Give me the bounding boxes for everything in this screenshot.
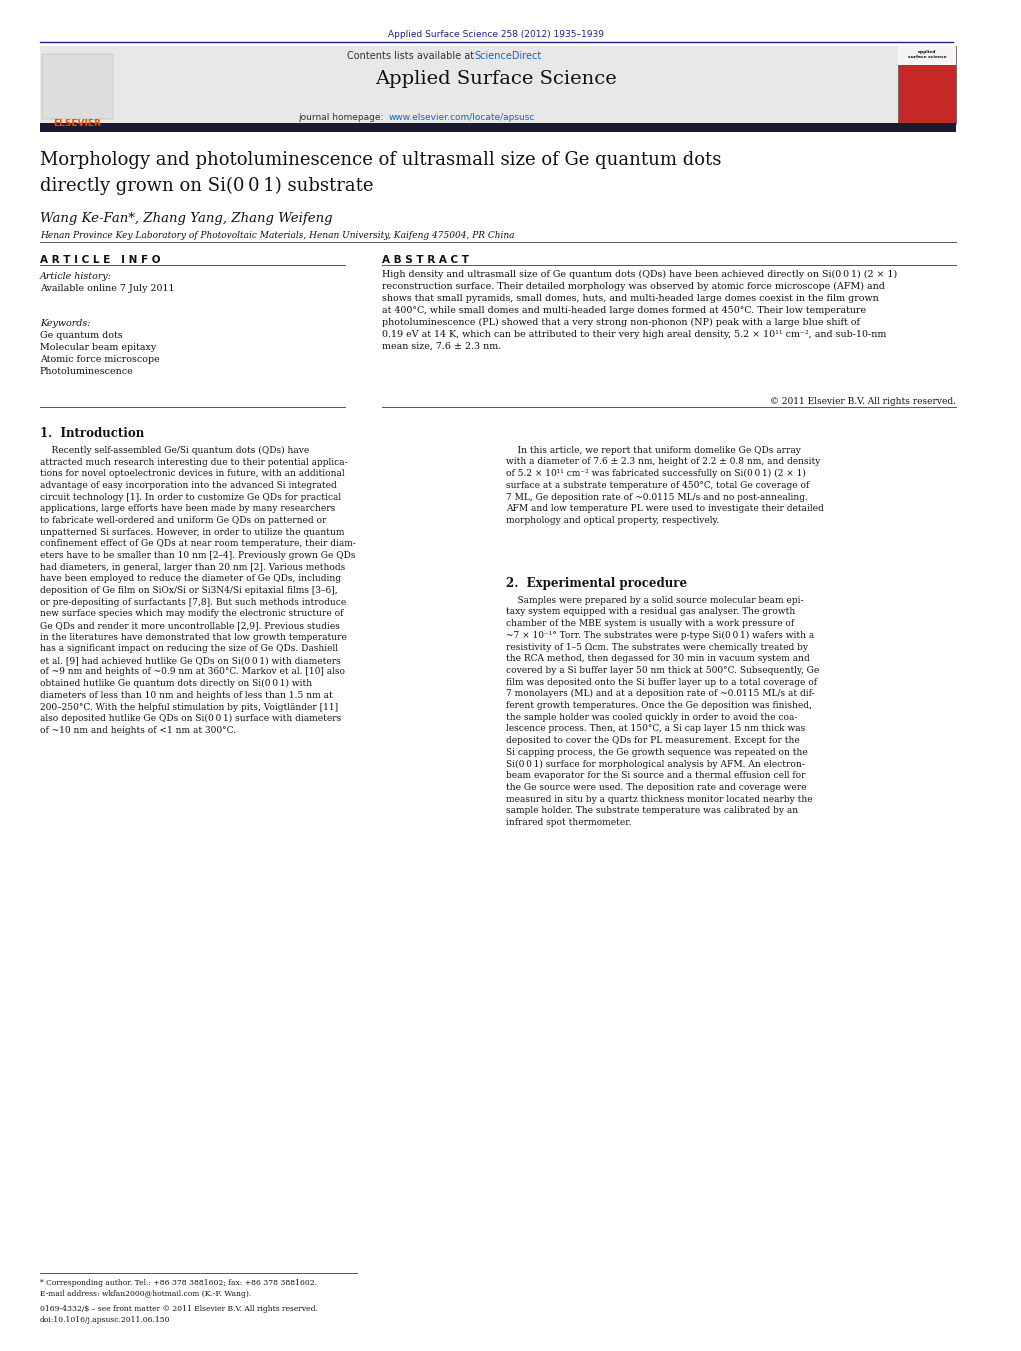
Text: A R T I C L E   I N F O: A R T I C L E I N F O (40, 255, 160, 265)
Text: Photoluminescence: Photoluminescence (40, 366, 134, 376)
FancyBboxPatch shape (40, 123, 956, 132)
Text: 1.  Introduction: 1. Introduction (40, 427, 144, 440)
Text: 0169-4332/$ – see front matter © 2011 Elsevier B.V. All rights reserved.: 0169-4332/$ – see front matter © 2011 El… (40, 1305, 318, 1313)
Text: ScienceDirect: ScienceDirect (475, 51, 541, 61)
Text: A B S T R A C T: A B S T R A C T (382, 255, 469, 265)
Text: Henan Province Key Laboratory of Photovoltaic Materials, Henan University, Kaife: Henan Province Key Laboratory of Photovo… (40, 231, 515, 240)
Text: Applied Surface Science: Applied Surface Science (376, 70, 617, 88)
FancyBboxPatch shape (898, 46, 956, 65)
Text: Article history:: Article history: (40, 272, 111, 281)
Text: Available online 7 July 2011: Available online 7 July 2011 (40, 284, 175, 293)
FancyBboxPatch shape (42, 54, 113, 119)
Text: journal homepage:: journal homepage: (298, 113, 386, 123)
Text: * Corresponding author. Tel.: +86 378 3881602; fax: +86 378 3881602.: * Corresponding author. Tel.: +86 378 38… (40, 1279, 317, 1288)
Text: applied
surface science: applied surface science (908, 50, 946, 58)
Text: © 2011 Elsevier B.V. All rights reserved.: © 2011 Elsevier B.V. All rights reserved… (770, 397, 956, 407)
Text: doi:10.1016/j.apsusc.2011.06.150: doi:10.1016/j.apsusc.2011.06.150 (40, 1316, 171, 1324)
Text: Contents lists available at: Contents lists available at (347, 51, 478, 61)
Text: Morphology and photoluminescence of ultrasmall size of Ge quantum dots
directly : Morphology and photoluminescence of ultr… (40, 151, 721, 195)
Text: www.elsevier.com/locate/apsusc: www.elsevier.com/locate/apsusc (389, 113, 535, 123)
Text: Applied Surface Science 258 (2012) 1935–1939: Applied Surface Science 258 (2012) 1935–… (388, 30, 604, 39)
FancyBboxPatch shape (40, 46, 913, 124)
Text: Atomic force microscope: Atomic force microscope (40, 355, 159, 363)
Text: High density and ultrasmall size of Ge quantum dots (QDs) have been achieved dir: High density and ultrasmall size of Ge q… (382, 270, 897, 350)
Text: ELSEVIER: ELSEVIER (53, 119, 101, 128)
Text: E-mail address: wkfan2000@hotmail.com (K.-F. Wang).: E-mail address: wkfan2000@hotmail.com (K… (40, 1290, 251, 1298)
Text: 2.  Experimental procedure: 2. Experimental procedure (506, 577, 687, 590)
Text: Ge quantum dots: Ge quantum dots (40, 331, 123, 340)
Text: Samples were prepared by a solid source molecular beam epi-
taxy system equipped: Samples were prepared by a solid source … (506, 596, 820, 827)
Text: Recently self-assembled Ge/Si quantum dots (QDs) have
attracted much research in: Recently self-assembled Ge/Si quantum do… (40, 446, 355, 735)
Text: Keywords:: Keywords: (40, 319, 90, 328)
Text: In this article, we report that uniform domelike Ge QDs array
with a diameter of: In this article, we report that uniform … (506, 446, 824, 526)
Text: Molecular beam epitaxy: Molecular beam epitaxy (40, 343, 156, 351)
Text: Wang Ke-Fan*, Zhang Yang, Zhang Weifeng: Wang Ke-Fan*, Zhang Yang, Zhang Weifeng (40, 212, 332, 226)
FancyBboxPatch shape (898, 46, 956, 124)
